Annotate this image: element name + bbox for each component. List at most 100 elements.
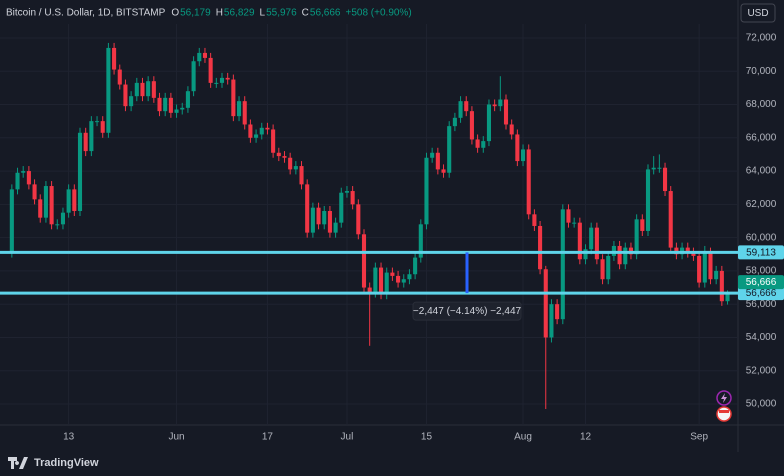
candle-body bbox=[333, 222, 338, 233]
candle-body bbox=[714, 270, 719, 280]
x-tick-label: Jul bbox=[341, 432, 354, 443]
ohlc-value: 55,976 bbox=[266, 8, 297, 19]
candle-body bbox=[475, 139, 480, 148]
candle-body bbox=[367, 287, 372, 293]
candle-body bbox=[361, 234, 367, 288]
candle-body bbox=[208, 57, 213, 83]
candle-body bbox=[254, 134, 259, 138]
candle-body bbox=[594, 227, 599, 260]
candle-body bbox=[72, 189, 77, 212]
candle-body bbox=[77, 132, 83, 212]
candle-body bbox=[117, 69, 122, 85]
y-tick-label: 72,000 bbox=[746, 33, 777, 44]
grid: 50,000 52,000 54,000 56,000 58,000 60,000 62,0… bbox=[0, 24, 777, 443]
candle-body bbox=[401, 279, 406, 283]
candle-body bbox=[645, 169, 651, 231]
candle-body bbox=[378, 267, 384, 295]
candle-body bbox=[106, 47, 111, 133]
candle-body bbox=[430, 152, 435, 158]
candle-body bbox=[146, 81, 151, 97]
candle-body bbox=[606, 255, 611, 280]
y-tick-label: 68,000 bbox=[746, 99, 777, 110]
candle-body bbox=[299, 166, 304, 185]
x-tick-label: Aug bbox=[514, 432, 532, 443]
candle-body bbox=[225, 77, 230, 80]
candle-body bbox=[390, 272, 395, 276]
candle-body bbox=[617, 245, 622, 265]
candle-body bbox=[441, 169, 446, 173]
price-label-box bbox=[738, 245, 784, 260]
candle-body bbox=[100, 121, 105, 133]
candle-body bbox=[271, 129, 276, 153]
candle-body bbox=[435, 152, 440, 170]
y-tick-label: 62,000 bbox=[746, 199, 777, 210]
candle-body bbox=[725, 293, 730, 302]
candle-body bbox=[532, 214, 537, 226]
y-tick-label: 64,000 bbox=[746, 166, 777, 177]
candle-body bbox=[293, 166, 298, 170]
candle-body bbox=[174, 109, 179, 113]
candle-body bbox=[589, 227, 594, 250]
candle-body bbox=[236, 101, 242, 117]
candle-body bbox=[32, 184, 37, 200]
measure-label: −2,447 (−4.14%) −2,447 bbox=[413, 306, 522, 317]
last-price-label: 56,666 bbox=[746, 277, 777, 288]
currency-button[interactable] bbox=[740, 3, 776, 23]
candle-body bbox=[691, 252, 696, 256]
ohlc-key: L bbox=[260, 8, 266, 19]
candle-body bbox=[344, 191, 350, 193]
candle-body bbox=[214, 82, 219, 84]
candle-body bbox=[231, 79, 236, 117]
candle-body bbox=[549, 304, 554, 338]
candle-body bbox=[503, 99, 509, 125]
x-tick-label: Sep bbox=[690, 432, 708, 443]
y-tick-label: 70,000 bbox=[746, 66, 777, 77]
candle-body bbox=[515, 134, 520, 162]
y-tick-label: 52,000 bbox=[746, 365, 777, 376]
candle-body bbox=[259, 127, 264, 135]
candle-body bbox=[157, 97, 162, 112]
y-tick-label: 56,000 bbox=[746, 299, 777, 310]
candle-body bbox=[543, 269, 548, 338]
candle-body bbox=[486, 104, 492, 142]
last-price-box bbox=[738, 275, 784, 290]
candle-body bbox=[134, 82, 139, 97]
candle-body bbox=[350, 191, 355, 205]
candle-body bbox=[89, 121, 94, 152]
candle-body bbox=[276, 152, 281, 157]
candle-body bbox=[339, 192, 344, 223]
candle-body bbox=[43, 186, 48, 218]
x-tick-label: 12 bbox=[580, 432, 592, 443]
currency: USD bbox=[747, 8, 768, 19]
y-tick-label: 60,000 bbox=[746, 232, 777, 243]
x-tick-label: 15 bbox=[421, 432, 433, 443]
y-tick-label: 50,000 bbox=[746, 399, 777, 410]
candle-body bbox=[310, 207, 315, 233]
candle-body bbox=[526, 149, 531, 215]
candle-body bbox=[38, 199, 43, 218]
candle-body bbox=[583, 249, 588, 260]
candle-body bbox=[265, 127, 270, 130]
tradingview-logo bbox=[8, 457, 28, 469]
measure-label-box bbox=[412, 301, 522, 321]
candle-body bbox=[305, 184, 310, 233]
candle-body bbox=[49, 186, 54, 225]
x-tick-label: Jun bbox=[168, 432, 184, 443]
candle-body bbox=[719, 270, 724, 302]
ohlc-value: 56,179 bbox=[180, 8, 211, 19]
candle-body bbox=[538, 225, 543, 270]
candle-body bbox=[447, 126, 452, 173]
flag-icon[interactable] bbox=[716, 406, 732, 422]
price-label: 56,666 bbox=[746, 288, 777, 299]
candle-body bbox=[708, 252, 713, 280]
flag-stripe bbox=[719, 410, 729, 413]
candle-body bbox=[202, 52, 208, 58]
candle-body bbox=[492, 104, 497, 107]
candle-body bbox=[112, 47, 117, 70]
candle-body bbox=[424, 157, 429, 225]
candle-body bbox=[577, 222, 582, 260]
candle-body bbox=[94, 121, 100, 123]
brand: TradingView bbox=[34, 457, 99, 469]
candle-body bbox=[21, 171, 26, 173]
candle-body bbox=[657, 167, 662, 169]
